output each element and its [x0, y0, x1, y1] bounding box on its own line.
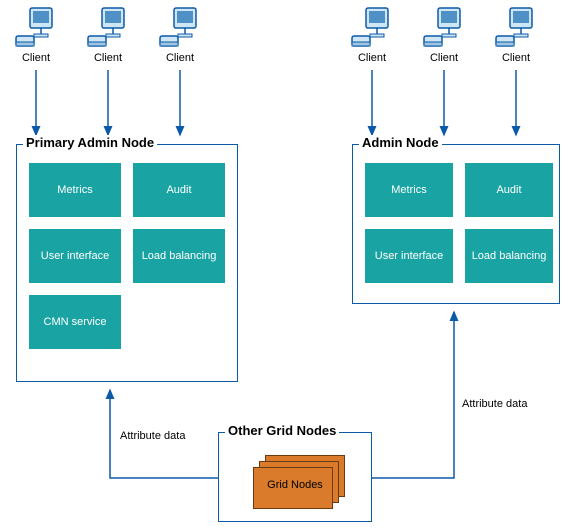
service-box: CMN service — [29, 295, 121, 349]
client: Client — [86, 6, 130, 64]
attribute-data-label-right: Attribute data — [462, 398, 527, 410]
service-box: Metrics — [29, 163, 121, 217]
service-box: User interface — [365, 229, 453, 283]
service-label: Audit — [496, 184, 521, 196]
service-label: Load balancing — [142, 250, 217, 262]
service-box: User interface — [29, 229, 121, 283]
client: Client — [422, 6, 466, 64]
client-label: Client — [94, 52, 122, 64]
diagram-canvas: Client Client Client — [0, 0, 572, 530]
service-box: Load balancing — [133, 229, 225, 283]
workstation-icon — [422, 6, 466, 50]
service-box: Audit — [465, 163, 553, 217]
workstation-icon — [86, 6, 130, 50]
client-label: Client — [22, 52, 50, 64]
client-label: Client — [430, 52, 458, 64]
attribute-data-label-left: Attribute data — [120, 430, 185, 442]
workstation-icon — [350, 6, 394, 50]
service-label: Metrics — [57, 184, 92, 196]
service-label: User interface — [375, 250, 443, 262]
service-box: Metrics — [365, 163, 453, 217]
service-label: Audit — [166, 184, 191, 196]
client: Client — [14, 6, 58, 64]
client: Client — [158, 6, 202, 64]
service-label: User interface — [41, 250, 109, 262]
admin-node-title: Admin Node — [359, 135, 442, 150]
client-label: Client — [358, 52, 386, 64]
workstation-icon — [158, 6, 202, 50]
clients-right: Client Client Client — [350, 6, 538, 64]
admin-node: Admin Node Metrics Audit User interface … — [352, 144, 560, 304]
grid-nodes-stack: Grid Nodes — [253, 455, 345, 509]
client: Client — [350, 6, 394, 64]
service-label: Metrics — [391, 184, 426, 196]
other-grid-title: Other Grid Nodes — [225, 423, 339, 438]
primary-node-title: Primary Admin Node — [23, 135, 157, 150]
other-grid-nodes: Other Grid Nodes Grid Nodes — [218, 432, 372, 522]
workstation-icon — [494, 6, 538, 50]
grid-nodes-label: Grid Nodes — [249, 479, 341, 491]
service-box: Load balancing — [465, 229, 553, 283]
client-label: Client — [502, 52, 530, 64]
client-label: Client — [166, 52, 194, 64]
service-label: CMN service — [44, 316, 107, 328]
service-label: Load balancing — [472, 250, 547, 262]
client: Client — [494, 6, 538, 64]
clients-left: Client Client Client — [14, 6, 202, 64]
service-box: Audit — [133, 163, 225, 217]
primary-admin-node: Primary Admin Node Metrics Audit User in… — [16, 144, 238, 382]
workstation-icon — [14, 6, 58, 50]
